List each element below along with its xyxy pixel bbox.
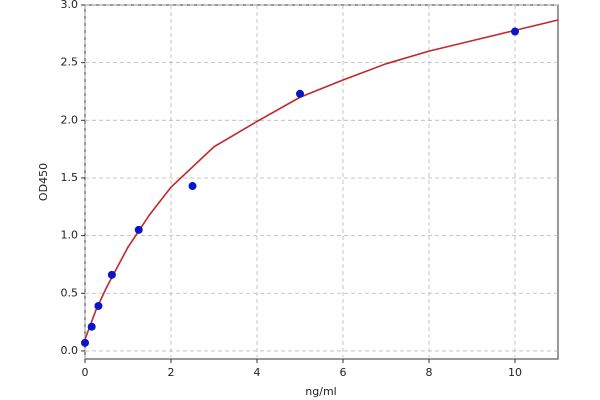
y-tick-label: 1.0 [61, 229, 79, 242]
data-point [511, 27, 519, 36]
y-tick-label: 0.0 [61, 344, 79, 357]
x-tick-label: 6 [340, 366, 347, 379]
data-point [87, 322, 96, 331]
x-tick-label: 2 [168, 366, 175, 379]
y-tick-label: 3.0 [61, 0, 79, 11]
data-point [296, 89, 304, 98]
x-tick-label: 10 [508, 366, 522, 379]
data-point [81, 338, 89, 347]
fit-curve [84, 19, 559, 340]
y-tick-label: 0.5 [61, 286, 79, 299]
y-tick-label: 2.5 [61, 56, 79, 69]
plot-frame [84, 4, 559, 360]
y-axis-label: OD450 [37, 163, 50, 201]
x-axis-label: ng/ml [305, 385, 336, 398]
data-point [107, 270, 116, 279]
y-tick-label: 2.0 [61, 113, 79, 126]
x-tick-label: 4 [254, 366, 261, 379]
data-point [134, 225, 143, 234]
data-point [94, 301, 103, 310]
data-point [188, 182, 197, 191]
x-tick-label: 0 [82, 366, 89, 379]
y-tick-label: 1.5 [61, 171, 79, 184]
x-tick-label: 8 [426, 366, 433, 379]
